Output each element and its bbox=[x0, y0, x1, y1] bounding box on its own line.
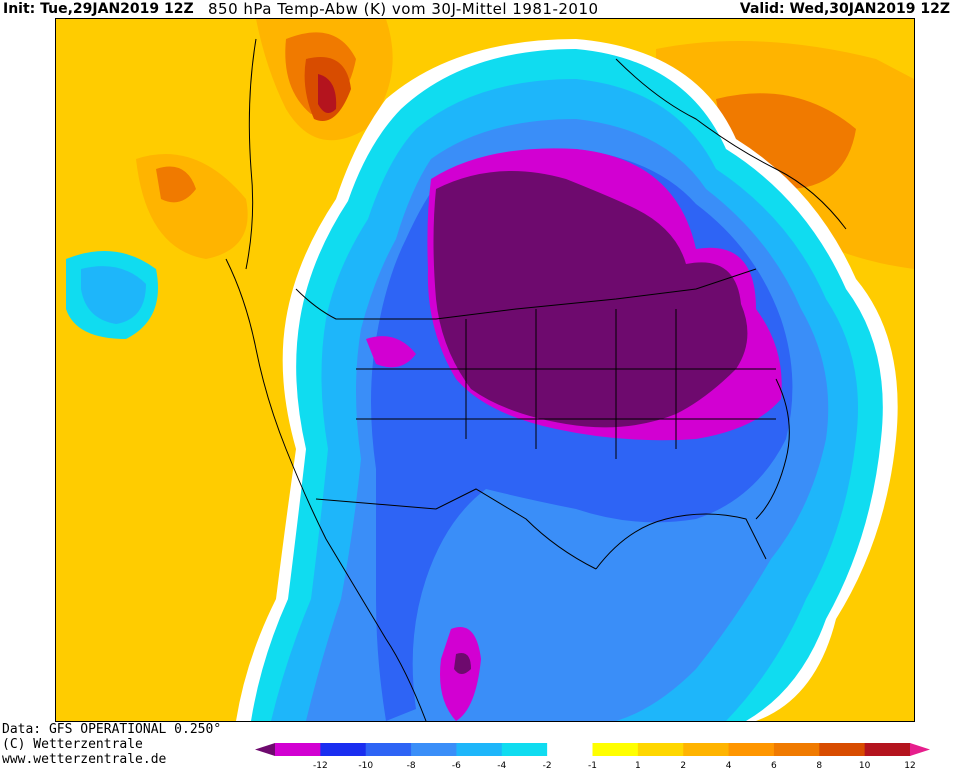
warm-patch-2 bbox=[156, 166, 196, 203]
legend-bin-12 bbox=[819, 743, 866, 756]
legend-bin-10 bbox=[728, 743, 775, 756]
legend-tick-label: -8 bbox=[407, 761, 416, 770]
legend-canvas: -12 -10 -8 -6 -4 -2 -1 1 2 4 6 8 10 12 bbox=[255, 743, 930, 770]
legend-bin-8 bbox=[637, 743, 684, 756]
legend-tick-label: -4 bbox=[497, 761, 506, 770]
coastlines-borders bbox=[225, 38, 847, 721]
legend-tick-label: -10 bbox=[358, 761, 373, 770]
map-title: 850 hPa Temp-Abw (K) vom 30J-Mittel 1981… bbox=[208, 0, 599, 18]
legend-bin-0 bbox=[275, 743, 321, 756]
legend-bin-4 bbox=[456, 743, 503, 756]
map-canvas bbox=[56, 19, 914, 721]
legend-tick-label: -2 bbox=[543, 761, 552, 770]
legend-bin-6 bbox=[547, 743, 593, 756]
legend-bin-7 bbox=[592, 743, 639, 756]
legend-tick-label: 4 bbox=[726, 761, 732, 770]
pacific-coast-canada bbox=[245, 38, 257, 270]
legend-tick-label: -12 bbox=[313, 761, 328, 770]
copyright-line: (C) Wetterzentrale bbox=[2, 737, 143, 752]
gulf-coast bbox=[595, 513, 767, 570]
legend-tick-label: 2 bbox=[680, 761, 686, 770]
hottest-patch-1 bbox=[318, 74, 337, 113]
data-source-line: Data: GFS OPERATIONAL 0.250° bbox=[2, 722, 222, 737]
us-canada-border bbox=[295, 268, 757, 320]
state-lines-horizontal bbox=[356, 368, 776, 420]
pacific-cool-blob-core bbox=[81, 266, 146, 324]
legend-tick-label: 12 bbox=[904, 761, 915, 770]
cold-core bbox=[433, 171, 748, 428]
website-link[interactable]: www.wetterzentrale.de bbox=[2, 752, 167, 767]
state-lines-vertical bbox=[465, 309, 677, 459]
cold-core-spot-south bbox=[454, 653, 471, 674]
legend-bin-1 bbox=[320, 743, 367, 756]
west-coast bbox=[225, 258, 427, 721]
legend-tick-label: -6 bbox=[452, 761, 461, 770]
init-time: Init: Tue,29JAN2019 12Z bbox=[3, 1, 194, 17]
legend-tick-label: -1 bbox=[588, 761, 597, 770]
very-cold-spot-west bbox=[366, 336, 416, 368]
very-cold-spot-south bbox=[440, 627, 481, 721]
legend-bin-5 bbox=[501, 743, 548, 756]
color-legend: -12 -10 -8 -6 -4 -2 -1 1 2 4 6 8 10 12 bbox=[255, 741, 955, 770]
map-header: Init: Tue,29JAN2019 12Z 850 hPa Temp-Abw… bbox=[0, 0, 956, 20]
legend-tick-label: 10 bbox=[859, 761, 871, 770]
legend-low-arrow bbox=[255, 743, 275, 756]
legend-high-arrow bbox=[910, 743, 930, 756]
valid-time: Valid: Wed,30JAN2019 12Z bbox=[739, 1, 950, 17]
east-coast bbox=[755, 378, 790, 520]
legend-bin-2 bbox=[365, 743, 412, 756]
legend-bin-9 bbox=[683, 743, 730, 756]
legend-tick-label: 6 bbox=[771, 761, 777, 770]
us-mexico-border bbox=[315, 488, 597, 570]
legend-bin-3 bbox=[411, 743, 457, 756]
legend-tick-label: 8 bbox=[816, 761, 822, 770]
credits-block: Data: GFS OPERATIONAL 0.250° (C) Wetterz… bbox=[2, 722, 221, 767]
legend-bin-11 bbox=[773, 743, 820, 756]
hudson-bay-coast bbox=[615, 58, 847, 230]
legend-bin-13 bbox=[864, 743, 911, 756]
legend-tick-label: 1 bbox=[635, 761, 641, 770]
temperature-anomaly-map[interactable] bbox=[55, 18, 915, 722]
